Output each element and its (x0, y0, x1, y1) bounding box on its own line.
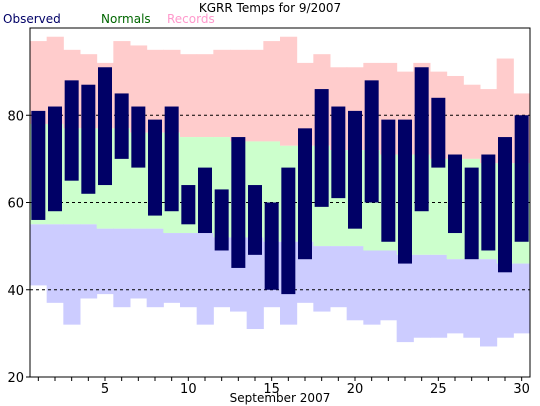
observed-bar (448, 154, 462, 234)
x-tick-label: 20 (347, 382, 364, 397)
record-low-band (363, 250, 381, 325)
y-tick-label: 80 (7, 109, 24, 124)
observed-bar (148, 119, 162, 216)
observed-bar (81, 84, 96, 194)
observed-bar (398, 119, 412, 264)
record-low-band (196, 233, 214, 325)
observed-bar (64, 80, 79, 181)
x-tick-label: 10 (180, 382, 197, 397)
record-low-band (446, 259, 464, 334)
x-tick-label: 25 (430, 382, 447, 397)
record-high-band (196, 54, 214, 138)
observed-bar (198, 167, 212, 234)
record-high-band (296, 62, 314, 146)
y-tick-label: 20 (7, 371, 24, 386)
normal-band (430, 158, 448, 255)
y-tick-label: 40 (7, 284, 24, 299)
observed-bar (48, 106, 62, 212)
record-low-band (30, 224, 48, 286)
observed-bar (498, 137, 512, 273)
record-low-band (63, 224, 81, 325)
record-low-band (96, 228, 114, 295)
observed-bar (381, 119, 396, 242)
x-tick-label: 30 (513, 382, 530, 397)
record-low-band (80, 224, 98, 299)
record-low-band (496, 263, 514, 338)
record-low-band (130, 228, 148, 299)
record-high-band (480, 89, 498, 164)
record-low-band (113, 228, 131, 308)
observed-bar (314, 89, 329, 207)
x-axis-label: September 2007 (230, 391, 331, 405)
record-low-band (246, 237, 264, 330)
record-low-band (396, 254, 414, 343)
observed-bar (514, 115, 529, 242)
record-high-band (263, 41, 281, 142)
observed-bar (214, 189, 229, 251)
record-low-band (146, 228, 164, 308)
observed-bar (131, 106, 146, 168)
record-high-band (46, 36, 64, 124)
observed-bar (464, 167, 479, 260)
observed-bar (114, 93, 129, 159)
record-low-band (463, 259, 481, 338)
x-tick-label: 5 (101, 382, 109, 397)
axes: 20 40 60 80 5 10 15 20 25 30 (7, 27, 531, 397)
legend-normals: Normals (101, 12, 151, 26)
observed-bar (414, 67, 429, 212)
record-low-band (480, 259, 498, 347)
plot-area (30, 36, 531, 347)
observed-bar (264, 202, 279, 290)
observed-bar (181, 185, 196, 225)
record-low-band (46, 224, 64, 303)
record-high-band (30, 41, 48, 124)
observed-bar (281, 167, 296, 295)
record-low-band (346, 246, 364, 321)
record-high-band (213, 49, 231, 138)
record-high-band (180, 54, 198, 138)
observed-bar (331, 106, 346, 199)
observed-bar (348, 110, 362, 229)
record-low-band (513, 263, 531, 334)
record-high-band (280, 36, 298, 146)
observed-bar (98, 67, 112, 186)
observed-bar (431, 97, 446, 168)
observed-bar (248, 185, 262, 255)
observed-bar (31, 110, 46, 220)
record-high-band (496, 58, 514, 164)
observed-bar (364, 80, 379, 203)
record-low-band (163, 233, 181, 303)
y-tick-label: 60 (7, 197, 24, 212)
record-high-band (463, 84, 481, 159)
observed-bar (164, 106, 179, 212)
record-high-band (446, 75, 464, 159)
record-high-band (246, 49, 264, 142)
record-high-band (230, 49, 248, 142)
observed-bar (231, 137, 246, 268)
observed-bar (298, 128, 312, 260)
record-high-band (146, 49, 164, 133)
record-low-band (313, 246, 331, 312)
legend-records: Records (167, 12, 215, 26)
observed-bar (481, 154, 496, 251)
x-tick-label: 15 (263, 382, 280, 397)
record-low-band (380, 250, 398, 321)
record-low-band (413, 254, 431, 338)
chart-title: KGRR Temps for 9/2007 (199, 1, 341, 15)
record-low-band (330, 246, 348, 308)
record-low-band (430, 254, 448, 338)
legend-observed: Observed (3, 12, 61, 26)
record-low-band (180, 233, 198, 308)
